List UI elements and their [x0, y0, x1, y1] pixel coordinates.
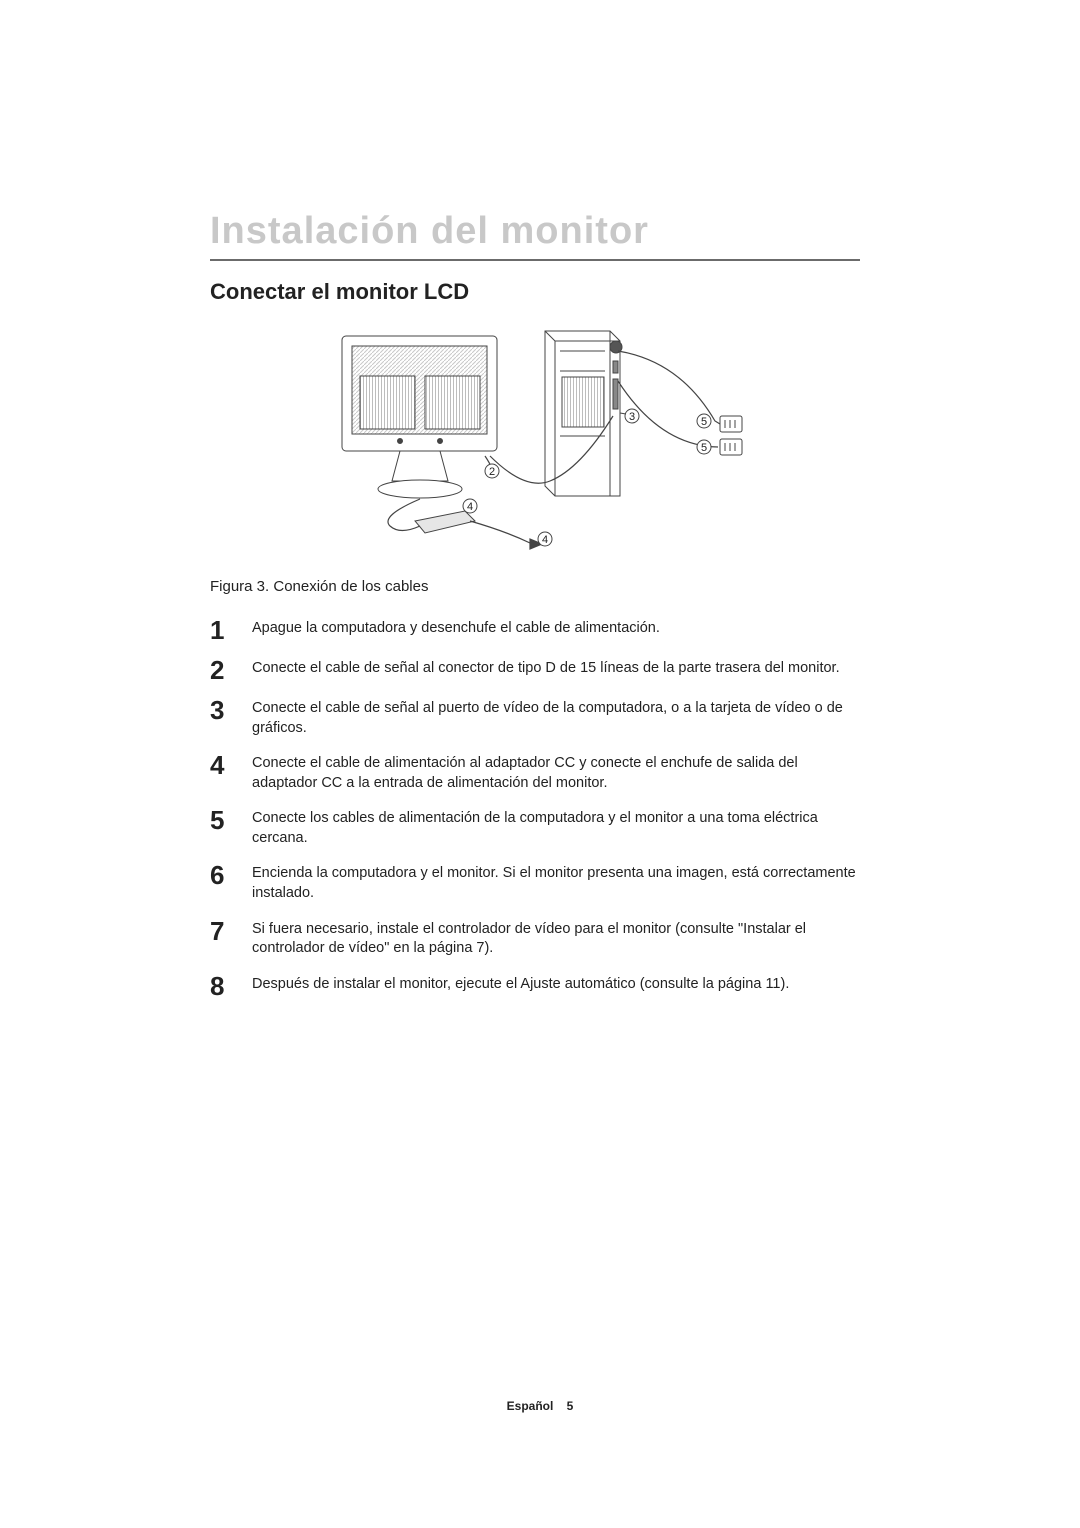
step-text: Si fuera necesario, instale el controlad… — [252, 918, 860, 959]
figure-caption: Figura 3. Conexión de los cables — [210, 578, 860, 595]
step-item: 4 Conecte el cable de alimentación al ad… — [210, 752, 860, 793]
subtitle: Conectar el monitor LCD — [210, 279, 860, 305]
callout-5b: 5 — [701, 442, 707, 454]
step-text: Apague la computadora y desenchufe el ca… — [252, 617, 860, 639]
step-number: 4 — [210, 752, 252, 778]
step-text: Encienda la computadora y el monitor. Si… — [252, 862, 860, 903]
wall-socket-icon — [720, 416, 742, 455]
step-text: Después de instalar el monitor, ejecute … — [252, 973, 860, 995]
page-footer: Español 5 — [0, 1399, 1080, 1413]
step-number: 3 — [210, 697, 252, 723]
monitor-icon — [342, 336, 497, 498]
step-number: 7 — [210, 918, 252, 944]
step-number: 1 — [210, 617, 252, 643]
step-item: 1 Apague la computadora y desenchufe el … — [210, 617, 860, 643]
step-text: Conecte el cable de señal al conector de… — [252, 657, 860, 679]
steps-list: 1 Apague la computadora y desenchufe el … — [210, 617, 860, 999]
step-text: Conecte los cables de alimentación de la… — [252, 807, 860, 848]
step-text: Conecte el cable de señal al puerto de v… — [252, 697, 860, 738]
callout-2: 2 — [489, 466, 495, 478]
step-item: 5 Conecte los cables de alimentación de … — [210, 807, 860, 848]
footer-page-number: 5 — [567, 1399, 574, 1413]
footer-language: Español — [507, 1399, 554, 1413]
connection-diagram: 2 3 4 4 5 5 — [320, 321, 750, 556]
page: Instalación del monitor Conectar el moni… — [0, 0, 1080, 1528]
step-item: 3 Conecte el cable de señal al puerto de… — [210, 697, 860, 738]
callout-5a: 5 — [701, 416, 707, 428]
step-item: 6 Encienda la computadora y el monitor. … — [210, 862, 860, 903]
step-item: 7 Si fuera necesario, instale el control… — [210, 918, 860, 959]
pc-tower-icon — [545, 331, 622, 496]
step-item: 2 Conecte el cable de señal al conector … — [210, 657, 860, 683]
step-number: 5 — [210, 807, 252, 833]
step-item: 8 Después de instalar el monitor, ejecut… — [210, 973, 860, 999]
callout-3: 3 — [629, 411, 635, 423]
step-number: 8 — [210, 973, 252, 999]
step-number: 6 — [210, 862, 252, 888]
diagram-container: 2 3 4 4 5 5 — [210, 321, 860, 556]
power-adapter-icon — [415, 511, 475, 533]
callout-4b: 4 — [542, 534, 548, 546]
main-title: Instalación del monitor — [210, 210, 860, 261]
callout-4a: 4 — [467, 501, 473, 513]
step-text: Conecte el cable de alimentación al adap… — [252, 752, 860, 793]
step-number: 2 — [210, 657, 252, 683]
